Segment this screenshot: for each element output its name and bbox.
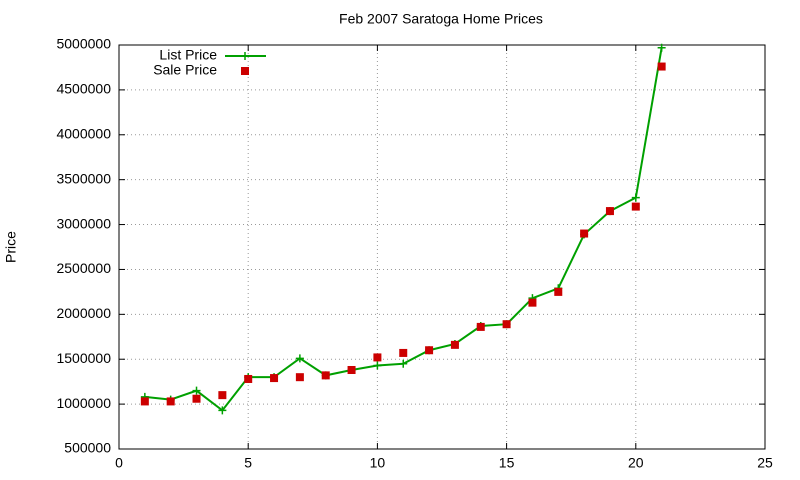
data-point [244, 374, 253, 383]
y-tick-label: 2500000 [56, 260, 111, 276]
data-point [657, 43, 666, 52]
data-point [580, 229, 589, 238]
y-tick-label: 3500000 [56, 170, 111, 186]
plot-frame [118, 44, 766, 450]
data-point [321, 371, 330, 380]
data-point [450, 340, 459, 349]
chart-title: Feb 2007 Saratoga Home Prices [339, 11, 543, 27]
data-point [399, 348, 408, 357]
data-point [192, 394, 201, 403]
data-point [140, 397, 149, 406]
x-tick-label: 15 [499, 455, 515, 471]
data-point [605, 207, 614, 216]
x-tick-label: 20 [628, 455, 644, 471]
data-point [657, 62, 666, 71]
y-tick-label: 500000 [64, 440, 111, 456]
data-point [270, 374, 279, 383]
data-point [631, 193, 640, 202]
data-point [528, 298, 537, 307]
data-point [502, 320, 511, 329]
y-tick-label: 4500000 [56, 81, 111, 97]
data-point [295, 373, 304, 382]
data-point [218, 406, 227, 415]
y-tick-label: 1500000 [56, 350, 111, 366]
x-tick-label: 5 [244, 455, 252, 471]
data-point [295, 354, 304, 363]
y-tick-label: 5000000 [56, 36, 111, 52]
y-tick-label: 2000000 [56, 305, 111, 321]
data-point [399, 359, 408, 368]
legend-label: List Price [159, 47, 217, 63]
x-tick-label: 10 [370, 455, 386, 471]
data-point [166, 397, 175, 406]
y-tick-label: 1000000 [56, 395, 111, 411]
y-tick-label: 4000000 [56, 125, 111, 141]
y-axis-label: Price [3, 231, 19, 263]
legend-marker [241, 52, 249, 60]
x-tick-label: 25 [757, 455, 773, 471]
data-point [373, 361, 382, 370]
data-point [554, 287, 563, 296]
data-point [192, 386, 201, 395]
legend-label: Sale Price [153, 62, 217, 78]
legend-marker [241, 67, 249, 75]
data-point [631, 202, 640, 211]
data-point [425, 346, 434, 355]
y-tick-label: 3000000 [56, 215, 111, 231]
x-tick-label: 0 [115, 455, 123, 471]
data-point [476, 322, 485, 331]
data-point [347, 365, 356, 374]
data-point [218, 391, 227, 400]
data-point [373, 353, 382, 362]
